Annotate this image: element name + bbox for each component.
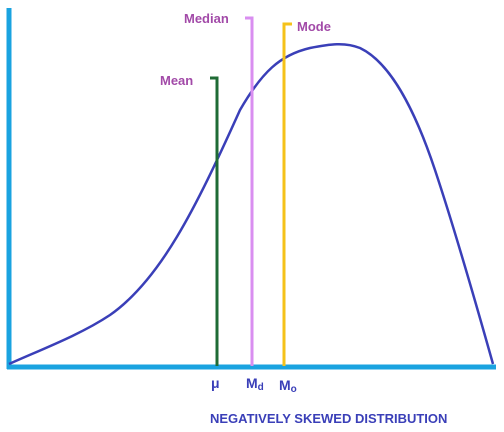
distribution-curve xyxy=(8,43,495,366)
mean-label: Mean xyxy=(160,73,193,88)
diagram-title: NEGATIVELY SKEWED DISTRIBUTION xyxy=(210,411,447,426)
mode-label: Mode xyxy=(297,19,331,34)
mean-line xyxy=(210,76,219,366)
median-line xyxy=(245,16,254,366)
mode-line xyxy=(282,22,292,366)
median-symbol: Md xyxy=(246,375,264,393)
median-label: Median xyxy=(184,11,229,26)
mean-symbol: μ xyxy=(211,375,220,391)
mode-symbol: Mo xyxy=(279,377,297,395)
